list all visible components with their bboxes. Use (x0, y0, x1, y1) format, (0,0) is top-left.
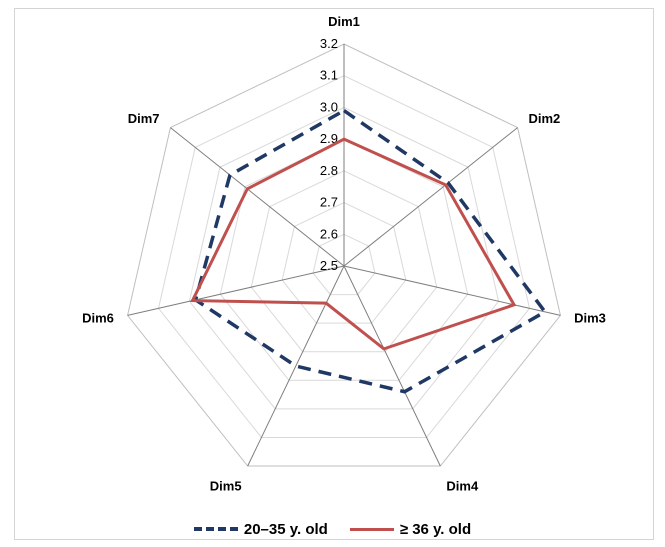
axis-label-dim3: Dim3 (574, 311, 606, 326)
chart-frame (14, 8, 654, 540)
tick-label-2.5: 2.5 (320, 258, 338, 273)
series-line-1 (193, 108, 548, 394)
grid-ring-1 (312, 233, 376, 296)
axis-spoke-4 (343, 265, 441, 467)
axis-label-dim4: Dim4 (446, 479, 479, 494)
axis-label-dim1: Dim1 (328, 14, 360, 29)
grid-ring-5 (188, 106, 500, 410)
axis-spoke-7 (170, 127, 345, 267)
legend-label-series-2: ≥ 36 y. old (399, 520, 472, 538)
tick-label-3.2: 3.2 (320, 36, 338, 51)
grid-ring-3 (250, 170, 438, 353)
tick-label-2.6: 2.6 (320, 226, 338, 241)
axis-spoke-6 (127, 265, 345, 316)
tick-label-2.8: 2.8 (320, 163, 338, 178)
axis-spoke-3 (343, 265, 561, 316)
legend-item-series-2: ≥ 36 y. old (349, 520, 472, 538)
series-line-2 (190, 137, 517, 351)
grid-ring-6 (157, 75, 531, 438)
tick-label-3.1: 3.1 (320, 68, 338, 83)
tick-label-3.0: 3.0 (320, 99, 338, 114)
axis-label-dim6: Dim6 (82, 311, 114, 326)
tick-label-2.9: 2.9 (320, 131, 338, 146)
grid-ring-2 (281, 202, 407, 324)
legend-swatch-series-2 (349, 527, 394, 531)
axis-label-dim5: Dim5 (210, 479, 242, 494)
legend-label-series-1: 20–35 y. old (243, 520, 328, 538)
legend: 20–35 y. old ≥ 36 y. old (0, 516, 665, 542)
legend-swatch-series-1 (193, 527, 238, 531)
axis-label-dim7: Dim7 (128, 111, 160, 126)
axis-spoke-2 (343, 127, 518, 267)
tick-label-2.7: 2.7 (320, 195, 338, 210)
legend-item-series-1: 20–35 y. old (193, 520, 328, 538)
grid-ring-7 (127, 43, 561, 467)
axis-label-dim2: Dim2 (529, 111, 561, 126)
